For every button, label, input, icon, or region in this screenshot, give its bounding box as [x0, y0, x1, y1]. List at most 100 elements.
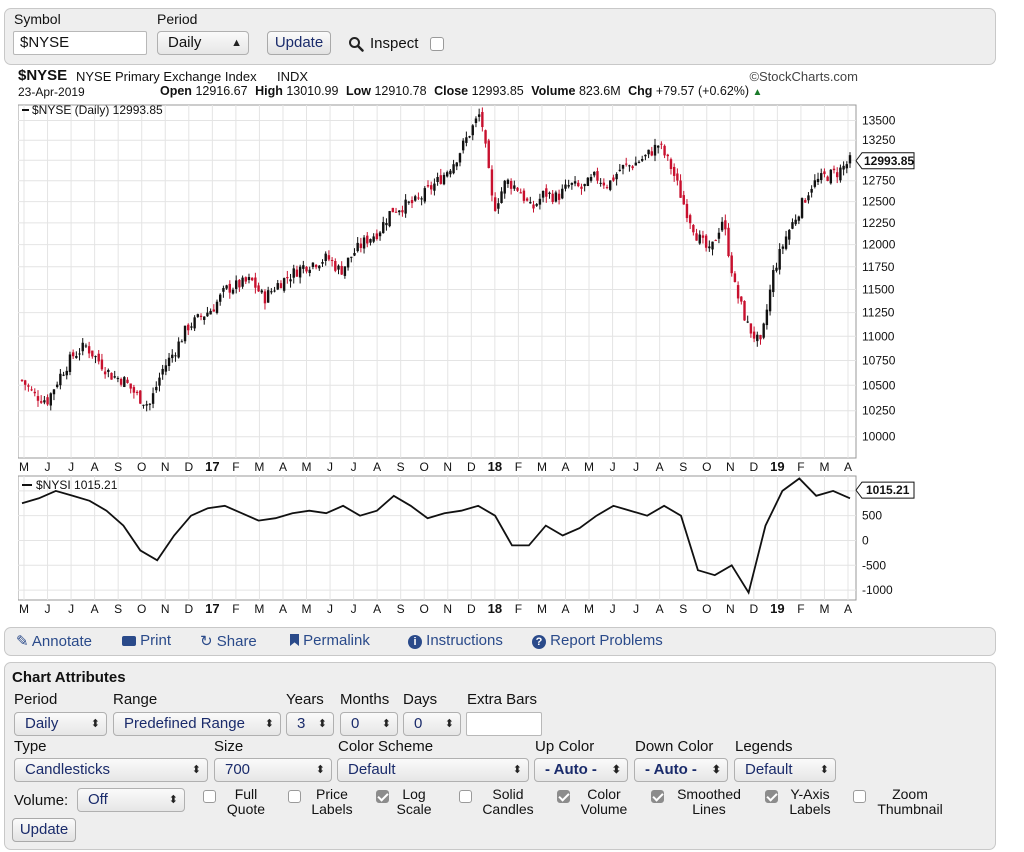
instructions-link[interactable]: i Instructions	[408, 632, 503, 649]
inspect-label: Inspect	[370, 35, 419, 52]
chart-symbol: $NYSE	[18, 67, 68, 84]
price-candle-body	[551, 193, 554, 202]
attr-years-select[interactable]: 3 ⬍	[286, 712, 334, 736]
attr-legends-value: Default	[745, 761, 793, 778]
price-candle-body	[187, 324, 190, 331]
attributes-update-button[interactable]: Update	[12, 818, 76, 842]
high-value: 13010.99	[286, 84, 339, 98]
price-candle-body	[557, 193, 561, 200]
bookmark-icon	[290, 634, 299, 646]
price-candle-body	[839, 167, 842, 181]
indicator-x-tick-label: A	[844, 602, 852, 616]
price-x-tick-label: J	[68, 460, 74, 474]
price-candle-body	[292, 268, 295, 278]
symbol-label: Symbol	[14, 11, 61, 27]
select-arrows-icon: ⬍	[611, 764, 621, 776]
attr-range-value: Predefined Range	[124, 715, 245, 732]
attr-size-select[interactable]: 700 ⬍	[214, 758, 332, 782]
attr-up-color-label: Up Color	[535, 738, 595, 755]
y-axis-labels-line1: Y-Axis	[790, 786, 830, 802]
price-candle-body	[129, 383, 132, 389]
log-scale-checkbox[interactable]	[376, 790, 389, 803]
attr-scheme-select[interactable]: Default ⬍	[337, 758, 529, 782]
price-candle-body	[423, 188, 427, 202]
indicator-x-tick-label: S	[114, 602, 122, 616]
report-problems-link[interactable]: ? Report Problems	[532, 632, 663, 649]
price-candle-body	[433, 183, 436, 191]
chart-toolbar	[4, 627, 996, 656]
full-quote-label: Full Quote	[220, 787, 272, 817]
attr-days-select[interactable]: 0 ⬍	[403, 712, 461, 736]
price-candle-body	[276, 283, 279, 290]
price-candle-body	[196, 314, 200, 317]
y-axis-labels-label: Y-Axis Labels	[782, 787, 838, 817]
price-candle-body	[724, 220, 727, 230]
update-button[interactable]: Update	[267, 31, 331, 55]
print-link[interactable]: Print	[122, 632, 171, 649]
price-x-tick-label: 17	[205, 459, 219, 474]
price-y-tick-label: 11000	[862, 329, 895, 343]
indicator-x-tick-label: O	[137, 602, 146, 616]
price-candle-body	[30, 389, 33, 391]
select-arrows-icon: ⬍	[264, 718, 274, 730]
attr-down-color-value: - Auto -	[645, 761, 697, 778]
price-candle-body	[279, 283, 283, 289]
price-candle-body	[71, 352, 75, 357]
attr-up-color-select[interactable]: - Auto - ⬍	[534, 758, 628, 782]
share-link[interactable]: ↻ Share	[200, 632, 257, 650]
price-candle-body	[647, 149, 650, 155]
attr-type-select[interactable]: Candlesticks ⬍	[14, 758, 208, 782]
price-candle-body	[113, 376, 116, 378]
inspect-checkbox[interactable]	[430, 37, 444, 51]
price-candle-body	[477, 114, 481, 117]
price-candle-body	[669, 159, 673, 169]
attr-years-label: Years	[286, 691, 324, 708]
price-candle-body	[500, 191, 503, 204]
price-candle-body	[554, 192, 558, 202]
price-y-tick-label: 10500	[862, 378, 896, 392]
zoom-thumbnail-checkbox[interactable]	[853, 790, 866, 803]
period-select[interactable]: Daily ▲	[157, 31, 249, 55]
color-volume-checkbox[interactable]	[557, 790, 570, 803]
share-label: Share	[216, 633, 257, 650]
permalink-link[interactable]: Permalink	[290, 632, 370, 649]
price-candle-body	[784, 236, 788, 249]
attr-scheme-label: Color Scheme	[338, 738, 434, 755]
color-volume-line2: Volume	[580, 801, 628, 817]
price-candle-body	[570, 182, 574, 185]
price-candle-body	[212, 309, 216, 312]
attr-period-select[interactable]: Daily ⬍	[14, 712, 107, 736]
price-candle-body	[286, 277, 289, 279]
full-quote-checkbox[interactable]	[203, 790, 216, 803]
annotate-link[interactable]: ✎ Annotate	[16, 632, 92, 650]
price-candle-body	[75, 356, 78, 358]
price-labels-label: Price Labels	[304, 787, 360, 817]
select-arrows-icon: ⬍	[512, 764, 522, 776]
solid-candles-checkbox[interactable]	[459, 790, 472, 803]
price-candle-body	[254, 277, 257, 288]
price-last-value-label: 12993.85	[864, 154, 914, 168]
attr-months-select[interactable]: 0 ⬍	[340, 712, 398, 736]
period-select-value: Daily	[168, 34, 202, 51]
price-candle-body	[100, 359, 104, 370]
price-candle-body	[452, 164, 455, 174]
price-y-tick-label: 10250	[862, 404, 896, 418]
y-axis-labels-checkbox[interactable]	[765, 790, 778, 803]
attr-down-color-select[interactable]: - Auto - ⬍	[634, 758, 728, 782]
price-candle-body	[775, 267, 778, 271]
chart-attributes-title: Chart Attributes	[12, 669, 126, 686]
attr-volume-select[interactable]: Off ⬍	[77, 788, 185, 812]
price-candle-body	[602, 182, 606, 186]
price-labels-checkbox[interactable]	[288, 790, 301, 803]
select-arrows-icon: ⬍	[711, 764, 721, 776]
smoothed-lines-checkbox[interactable]	[651, 790, 664, 803]
attr-legends-select[interactable]: Default ⬍	[734, 758, 836, 782]
symbol-input[interactable]: $NYSE	[13, 31, 147, 55]
price-candle-body	[589, 176, 593, 181]
indicator-x-tick-label: J	[351, 602, 357, 616]
price-candle-body	[596, 171, 599, 181]
attr-range-select[interactable]: Predefined Range ⬍	[113, 712, 281, 736]
stock-chart[interactable]: 1350013250130001275012500122501200011750…	[18, 103, 918, 618]
price-candle-body	[238, 279, 241, 288]
extra-bars-input[interactable]	[466, 712, 542, 736]
